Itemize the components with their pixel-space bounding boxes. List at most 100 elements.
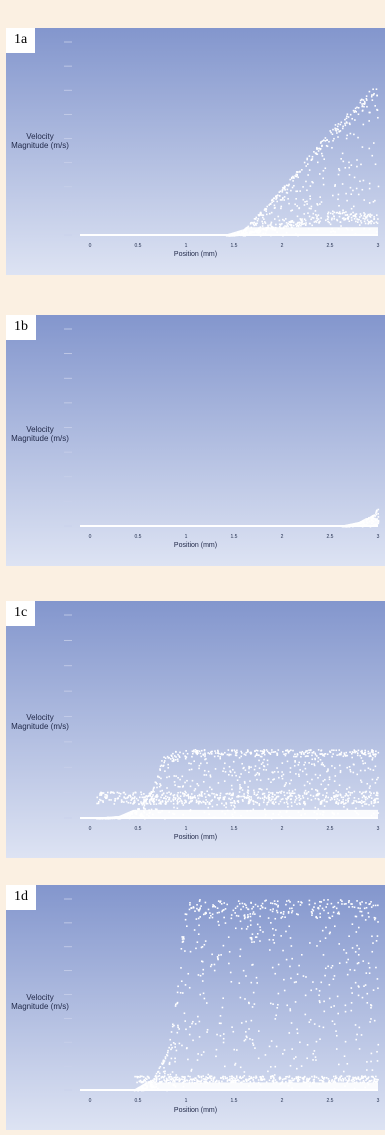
data-point — [333, 798, 336, 801]
data-point — [349, 792, 352, 794]
data-point — [144, 808, 147, 810]
data-point — [144, 817, 146, 820]
data-point — [252, 1078, 254, 1081]
data-point — [241, 902, 244, 905]
data-point — [308, 1021, 311, 1023]
data-point — [261, 906, 264, 909]
data-point — [276, 911, 279, 914]
data-point — [289, 767, 292, 769]
data-point — [295, 913, 298, 915]
data-point — [188, 762, 190, 765]
data-point — [240, 787, 243, 789]
data-point — [197, 802, 200, 805]
data-point — [327, 1081, 330, 1084]
data-point — [192, 796, 194, 799]
y-axis-title: Velocity Magnitude (m/s) — [11, 713, 69, 731]
data-point — [155, 1072, 158, 1075]
data-point — [219, 1034, 222, 1037]
data-point — [231, 774, 234, 777]
data-point — [341, 127, 344, 130]
data-point — [211, 792, 213, 795]
data-point — [99, 794, 101, 796]
data-point — [201, 795, 203, 797]
data-point — [316, 215, 318, 218]
data-point — [222, 909, 225, 911]
data-point — [281, 777, 284, 780]
data-point — [366, 215, 369, 217]
data-point — [259, 750, 262, 752]
data-point — [269, 1075, 272, 1078]
data-point — [263, 753, 266, 756]
data-point — [234, 927, 237, 930]
data-point — [324, 140, 327, 142]
data-point — [354, 951, 357, 953]
data-point — [318, 147, 320, 150]
data-point — [261, 797, 264, 799]
data-point — [363, 220, 366, 223]
data-point — [368, 966, 371, 969]
data-point — [286, 803, 289, 805]
data-point — [129, 802, 132, 804]
data-point — [169, 1073, 172, 1076]
data-point — [353, 176, 356, 179]
data-point — [359, 902, 361, 904]
data-point — [273, 1074, 276, 1076]
data-point — [286, 188, 289, 191]
data-point — [351, 791, 353, 794]
data-point — [297, 773, 300, 776]
data-point — [372, 142, 375, 144]
data-point — [275, 198, 277, 200]
data-point — [343, 803, 345, 805]
data-point — [265, 797, 268, 799]
data-point — [212, 1078, 215, 1081]
data-point — [370, 792, 372, 795]
data-point — [289, 1009, 292, 1012]
data-point — [293, 792, 296, 795]
data-point — [184, 1077, 186, 1080]
data-point — [271, 201, 273, 204]
data-point — [228, 235, 231, 237]
data-point — [224, 762, 226, 765]
data-point — [150, 1081, 153, 1083]
data-point — [289, 937, 292, 939]
data-point — [331, 1020, 334, 1023]
data-point — [289, 1008, 292, 1010]
data-point — [290, 798, 292, 800]
data-point — [176, 758, 179, 760]
data-point — [337, 791, 339, 793]
data-point — [242, 905, 245, 908]
data-point — [204, 802, 207, 804]
data-point — [377, 519, 380, 522]
data-point — [252, 789, 255, 792]
data-point — [337, 901, 339, 904]
data-point — [149, 802, 151, 804]
data-point — [287, 795, 290, 798]
data-point — [261, 1078, 263, 1081]
data-point — [366, 797, 369, 800]
data-point — [368, 916, 370, 918]
data-point — [270, 1075, 273, 1078]
data-point — [294, 788, 297, 791]
data-point — [368, 755, 371, 758]
data-point — [197, 1053, 199, 1055]
data-point — [283, 785, 286, 787]
data-point — [365, 796, 367, 798]
data-point — [153, 803, 155, 805]
data-point — [243, 793, 245, 795]
data-point — [199, 993, 202, 996]
data-point — [308, 751, 311, 754]
data-point — [256, 801, 258, 804]
data-point — [239, 784, 241, 786]
data-point — [361, 805, 364, 807]
data-point — [258, 767, 261, 770]
data-point — [321, 140, 324, 142]
data-point — [295, 773, 297, 775]
data-point — [155, 794, 157, 797]
data-point — [369, 754, 372, 756]
data-point — [314, 1056, 317, 1058]
data-point — [322, 794, 324, 796]
data-point — [158, 1074, 161, 1077]
data-point — [138, 796, 141, 799]
data-point — [203, 997, 206, 1000]
data-point — [281, 199, 283, 201]
